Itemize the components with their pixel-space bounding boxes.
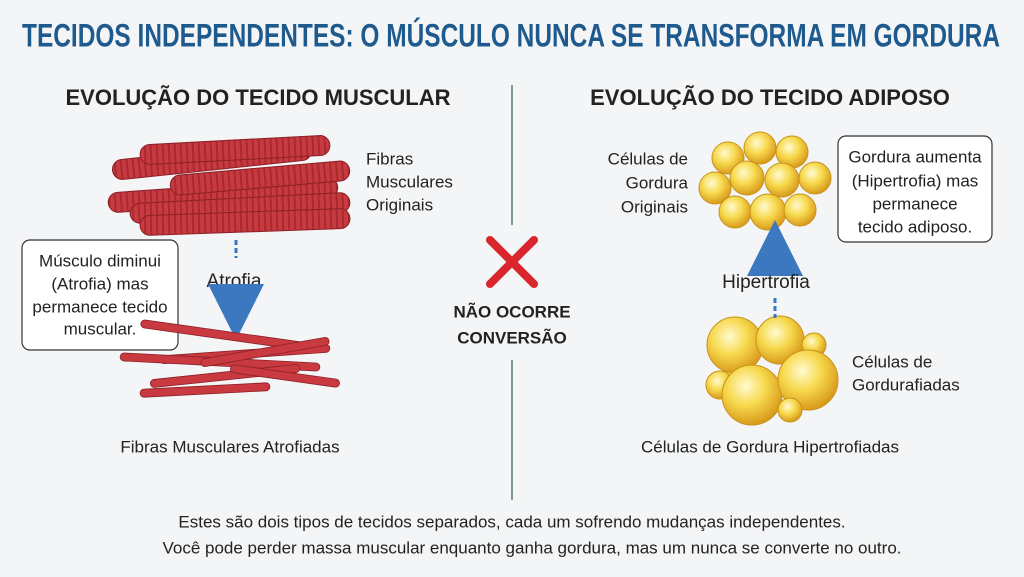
fat-cell — [764, 162, 800, 198]
fat-cell — [721, 364, 783, 426]
arrow-label: Hipertrofia — [722, 272, 810, 293]
label: Células de — [852, 352, 932, 371]
thin-fiber — [230, 364, 340, 388]
fat-cell — [718, 195, 752, 229]
thin-fiber — [139, 382, 271, 398]
title: TECIDOS INDEPENDENTES: O MÚSCULO NUNCA S… — [22, 17, 1000, 53]
center-label: NÃO OCORRE — [453, 301, 570, 321]
fiber — [139, 135, 331, 165]
label: Originais — [621, 197, 688, 216]
footer: Você pode perder massa muscular enquanto… — [162, 538, 901, 557]
fat-cell — [749, 193, 787, 231]
footer: Estes são dois tipos de tecidos separado… — [178, 512, 845, 531]
fat-cell — [798, 161, 832, 195]
label: Musculares — [366, 172, 453, 191]
atrophied-fibers — [119, 319, 340, 398]
caption: Células de Gordura Hipertrofiadas — [641, 437, 899, 456]
callout-text: tecido adiposo. — [858, 217, 972, 236]
thin-fiber — [200, 337, 330, 367]
callout-text: (Hipertrofia) mas — [852, 171, 979, 190]
callout — [21, 239, 179, 351]
callout — [837, 135, 993, 243]
right-heading: EVOLUÇÃO DO TECIDO ADIPOSO — [590, 85, 950, 110]
fat-cell — [706, 316, 764, 374]
fiber — [139, 208, 351, 236]
callout-text: muscular. — [64, 319, 137, 338]
label: Originais — [366, 195, 433, 214]
fat-cells — [698, 131, 839, 426]
no-conversion-icon — [486, 236, 538, 288]
fat-cell — [783, 193, 817, 227]
fat-cell — [698, 171, 732, 205]
callout-text: (Atrofia) mas — [51, 274, 148, 293]
fat-cell — [729, 160, 765, 196]
callout-text: Músculo diminui — [39, 251, 161, 270]
label: Gordurafiadas — [852, 375, 960, 394]
callout-text: permanece tecido — [32, 297, 167, 316]
fat-cell — [743, 131, 777, 165]
fiber — [169, 160, 351, 196]
label: Células de — [608, 149, 688, 168]
callout-text: Gordura aumenta — [848, 147, 982, 166]
caption: Fibras Musculares Atrofiadas — [120, 437, 339, 456]
arrow-label: Atrofia — [207, 271, 262, 292]
fat-cell — [777, 397, 803, 423]
center-label: CONVERSÃO — [457, 327, 567, 347]
callout-text: permanece — [872, 194, 957, 213]
label: Gordura — [626, 173, 689, 192]
fat-cell — [777, 349, 839, 411]
muscle-fibers — [107, 135, 351, 236]
left-heading: EVOLUÇÃO DO TECIDO MUSCULAR — [66, 85, 451, 110]
label: Fibras — [366, 149, 413, 168]
